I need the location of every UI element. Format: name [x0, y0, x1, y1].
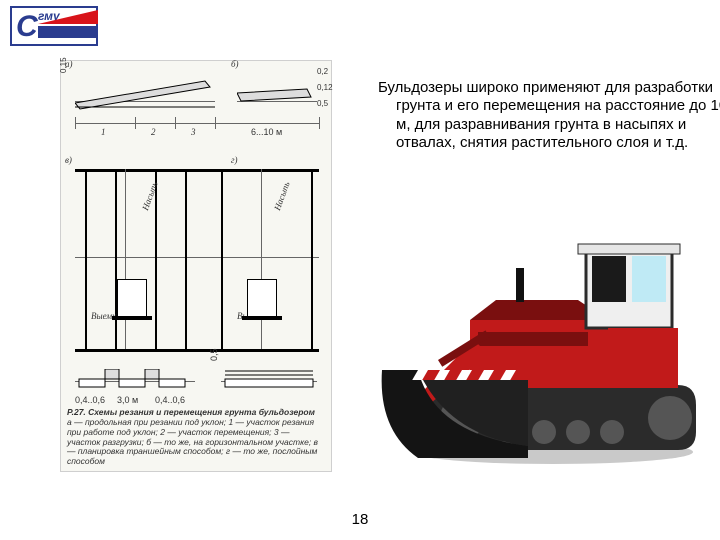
xsection-v [75, 369, 195, 393]
dim-bw3: 0,4..0,6 [155, 395, 185, 405]
dim-h3: 0,5 [317, 99, 328, 108]
label-nasyp-2: Насыпь [272, 180, 292, 211]
dim-top-depth: 0,15 [59, 57, 68, 73]
diagram-caption-title: Р.27. Схемы резания и перемещения грунта… [67, 407, 315, 417]
dim-h1: 0,2 [317, 67, 328, 76]
diagram-caption: Р.27. Схемы резания и перемещения грунта… [67, 408, 325, 467]
logo-rect [38, 26, 98, 38]
plan-bottom-border [75, 349, 319, 352]
bulldozer-plan-icon-1 [117, 279, 147, 317]
diagram-label-v: в) [65, 155, 72, 165]
profile-a-blade [75, 73, 215, 113]
body-paragraph: Бульдозеры широко применяют для разработ… [360, 79, 720, 152]
dim-h2: 0,12 [317, 83, 333, 92]
diagram-block: а) б) в) г) 0,15 0,2 0,12 0,5 1 2 3 6...… [60, 60, 332, 472]
dim-top-span: 6...10 м [251, 127, 282, 137]
dim-bar-top [75, 123, 319, 124]
dim-bw1: 0,4..0,6 [75, 395, 105, 405]
dim-bw2: 3,0 м [117, 395, 138, 405]
page-number: 18 [0, 511, 720, 528]
profile-b-blade [237, 81, 317, 111]
diagram-label-g: г) [231, 155, 238, 165]
plan-mid-line [75, 257, 319, 258]
xsection-g [221, 363, 317, 393]
bulldozer-plan-icon-2 [247, 279, 277, 317]
dim-side: 0,5 [209, 348, 219, 361]
logo-letter: C [16, 10, 39, 43]
logo: C гму [10, 6, 98, 46]
diagram-label-b: б) [231, 59, 239, 69]
diagram-caption-body: а — продольная при резании под уклон; 1 … [67, 417, 318, 466]
bulldozer-photo [378, 220, 698, 470]
plan-top-border [75, 169, 319, 172]
